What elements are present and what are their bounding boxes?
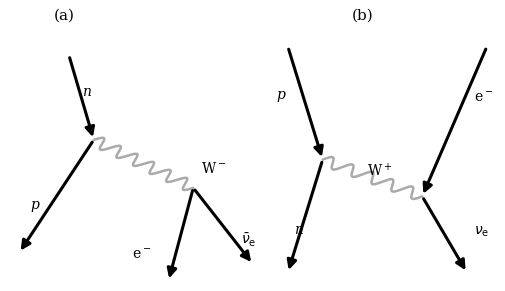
Text: (b): (b) bbox=[351, 8, 373, 22]
Text: $\bar{\nu}_{\mathrm{e}}$: $\bar{\nu}_{\mathrm{e}}$ bbox=[240, 232, 256, 249]
Text: W$^+$: W$^+$ bbox=[367, 162, 392, 180]
Text: $\nu_{\mathrm{e}}$: $\nu_{\mathrm{e}}$ bbox=[474, 225, 489, 239]
Text: (a): (a) bbox=[54, 8, 74, 22]
Text: n: n bbox=[293, 223, 302, 237]
Text: e$^-$: e$^-$ bbox=[131, 247, 150, 261]
Text: p: p bbox=[276, 88, 285, 102]
Text: p: p bbox=[30, 198, 39, 212]
Text: n: n bbox=[82, 85, 91, 99]
Text: e$^-$: e$^-$ bbox=[474, 91, 493, 104]
Text: W$^-$: W$^-$ bbox=[200, 161, 226, 175]
